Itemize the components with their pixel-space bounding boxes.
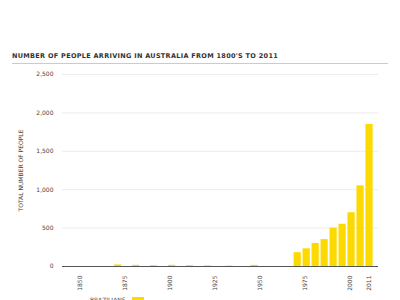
svg-text:2000: 2000 bbox=[346, 275, 353, 290]
html-text:NUMBER OF PEOPLE ARRIVING IN A: NUMBER OF PEOPLE ARRIVING IN AUSTRALIA F… bbox=[12, 52, 278, 60]
svg-text:1925: 1925 bbox=[211, 275, 218, 290]
svg-text:0: 0 bbox=[50, 262, 54, 269]
svg-text:2,000: 2,000 bbox=[36, 109, 53, 116]
svg-text:TOTAL NUMBER OF PEOPLE: TOTAL NUMBER OF PEOPLE bbox=[17, 129, 24, 212]
svg-text:2,500: 2,500 bbox=[36, 70, 53, 77]
svg-text:2011: 2011 bbox=[365, 275, 372, 290]
svg-text:1850: 1850 bbox=[76, 275, 83, 290]
svg-text:1,500: 1,500 bbox=[36, 147, 53, 154]
svg-text:1900: 1900 bbox=[166, 275, 173, 290]
svg-text:500: 500 bbox=[42, 224, 54, 231]
svg-text:1950: 1950 bbox=[256, 275, 263, 290]
svg-text:1,000: 1,000 bbox=[36, 186, 53, 193]
svg-text:1975: 1975 bbox=[301, 275, 308, 290]
svg-text:1875: 1875 bbox=[121, 275, 128, 290]
